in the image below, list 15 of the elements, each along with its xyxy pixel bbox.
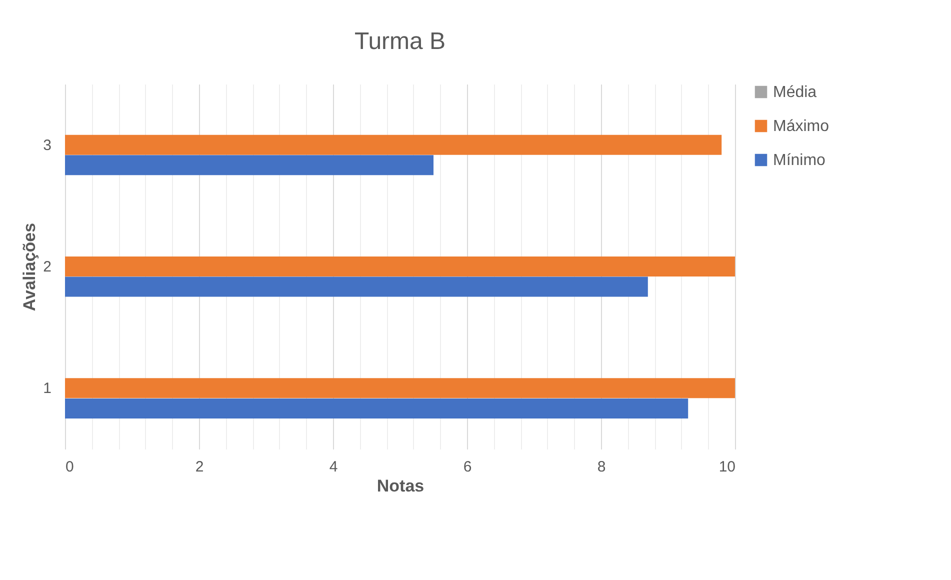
legend-label: Máximo xyxy=(773,118,830,135)
y-tick-label: 3 xyxy=(43,136,52,154)
x-tick-label: 10 xyxy=(718,458,736,476)
x-tick-label: 2 xyxy=(195,458,204,476)
legend-label: Média xyxy=(773,84,817,101)
chart-title: Turma B xyxy=(354,28,446,55)
x-tick-label: 0 xyxy=(66,458,74,476)
x-tick-label: 8 xyxy=(597,458,606,476)
y-tick-label: 2 xyxy=(43,258,52,276)
y-tick-label: 1 xyxy=(43,380,52,398)
y-axis-title: Avaliações xyxy=(20,222,40,312)
x-tick-label: 4 xyxy=(329,458,338,476)
x-tick-label: 6 xyxy=(463,458,472,476)
legend-label: Mínimo xyxy=(773,152,826,169)
x-axis-title: Notas xyxy=(376,476,424,496)
